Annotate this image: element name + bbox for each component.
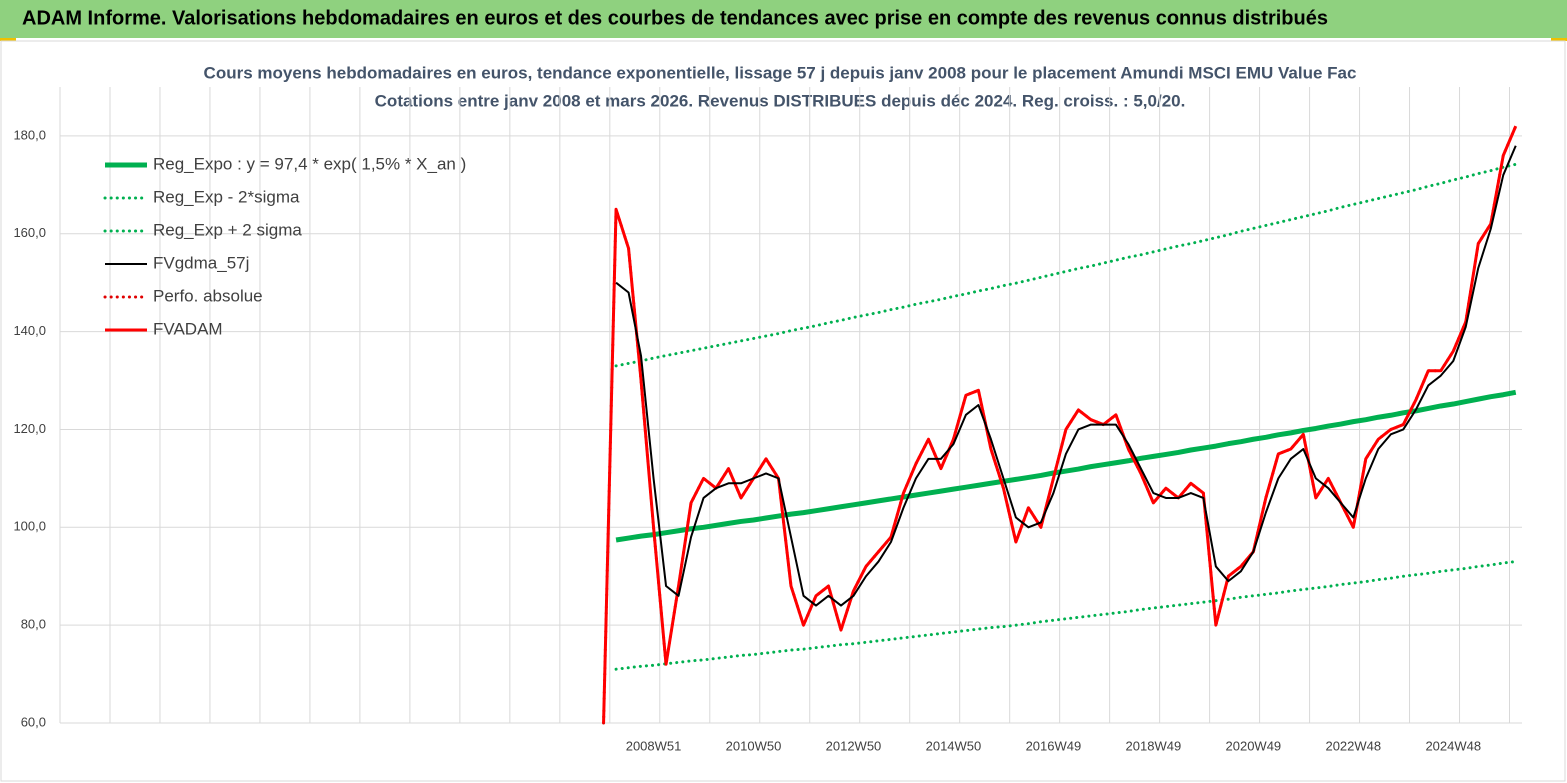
- x-tick-label: 2008W51: [626, 738, 682, 753]
- y-tick-label: 80,0: [21, 617, 46, 632]
- legend-label: Reg_Expo : y = 97,4 * exp( 1,5% * X_an ): [153, 154, 466, 173]
- series-line: [614, 560, 1518, 671]
- legend-label: Reg_Exp - 2*sigma: [153, 187, 300, 206]
- chart-frame: [0, 40, 1566, 782]
- x-tick-label: 2020W49: [1226, 738, 1282, 753]
- chart-subtitle: Cotations entre janv 2008 et mars 2026. …: [375, 91, 1186, 110]
- x-tick-label: 2018W49: [1126, 738, 1182, 753]
- series-line: [615, 145, 1517, 607]
- chart-title: Cours moyens hebdomadaires en euros, ten…: [204, 63, 1357, 82]
- y-tick-label: 100,0: [13, 519, 46, 534]
- corner-mark: [0, 38, 16, 41]
- y-tick-label: 140,0: [13, 323, 46, 338]
- legend-label: Reg_Exp + 2 sigma: [153, 220, 302, 239]
- x-tick-label: 2022W48: [1325, 738, 1381, 753]
- corner-mark: [1551, 38, 1567, 41]
- header-band: [0, 0, 1567, 38]
- header-title: ADAM Informe. Valorisations hebdomadaire…: [22, 7, 1328, 29]
- y-tick-label: 120,0: [13, 421, 46, 436]
- series-line: [615, 389, 1517, 543]
- legend-label: FVADAM: [153, 319, 223, 338]
- x-tick-label: 2024W48: [1425, 738, 1481, 753]
- x-tick-label: 2012W50: [826, 738, 882, 753]
- legend-label: FVgdma_57j: [153, 253, 249, 272]
- x-tick-label: 2010W50: [726, 738, 782, 753]
- x-tick-label: 2014W50: [926, 738, 982, 753]
- series-line: [614, 162, 1518, 368]
- legend-label: Perfo. absolue: [153, 286, 263, 305]
- y-tick-label: 60,0: [21, 714, 46, 729]
- x-tick-label: 2016W49: [1026, 738, 1082, 753]
- series-line: [602, 125, 1518, 724]
- y-tick-label: 180,0: [13, 127, 46, 142]
- y-tick-label: 160,0: [13, 225, 46, 240]
